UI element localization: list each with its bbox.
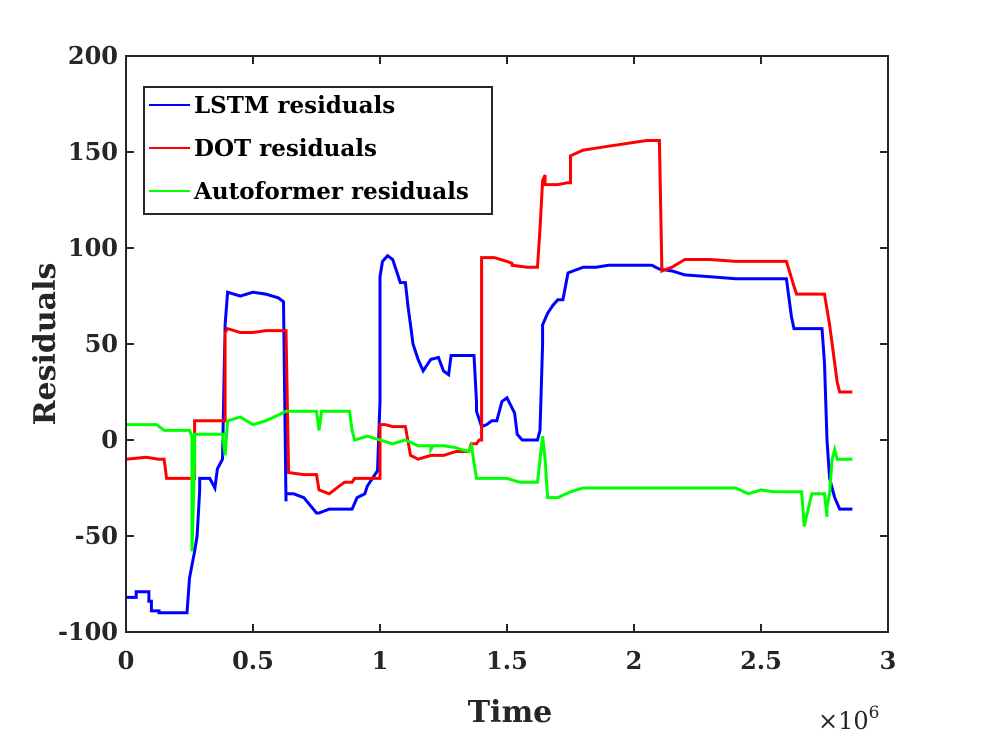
y-tick-label: 150	[68, 137, 118, 166]
y-tick-label: 50	[85, 329, 118, 358]
x-axis: 0 0.5 1 1.5 2 2.5 3	[118, 56, 897, 675]
x-tick-label: 2.5	[740, 646, 782, 675]
legend-label: LSTM residuals	[194, 92, 395, 119]
legend-items: LSTM residuals DOT residuals Autoformer re…	[149, 92, 469, 205]
y-tick-label: -50	[75, 521, 118, 550]
y-tick-label: -100	[58, 617, 118, 646]
x-tick-label: 0	[118, 646, 135, 675]
legend: LSTM residuals DOT residuals Autoformer re…	[143, 86, 493, 215]
x-tick-label: 1	[372, 646, 389, 675]
x-axis-exponent: ×106	[818, 703, 879, 735]
y-tick-label: 200	[68, 41, 118, 70]
y-tick-label: 0	[101, 425, 118, 454]
lstm-residuals-line	[126, 253, 853, 615]
x-axis-exponent-base: ×10	[818, 707, 869, 735]
series-layer	[125, 139, 853, 615]
y-axis: -100 -50 0 50 100 150 200	[58, 41, 888, 646]
legend-label: DOT residuals	[194, 135, 377, 162]
autoformer-residuals-line	[126, 409, 853, 552]
x-axis-title: Time	[468, 695, 553, 730]
legend-label: Autoformer residuals	[193, 178, 469, 205]
x-axis-exponent-power: 6	[869, 703, 880, 723]
x-tick-label: 0.5	[232, 646, 274, 675]
y-tick-label: 100	[68, 233, 118, 262]
x-tick-label: 1.5	[486, 646, 528, 675]
legend-box	[143, 86, 493, 215]
x-tick-label: 3	[880, 646, 897, 675]
dot-residuals-line	[125, 139, 853, 496]
x-tick-label: 2	[626, 646, 643, 675]
y-axis-title: Residuals	[28, 263, 63, 426]
